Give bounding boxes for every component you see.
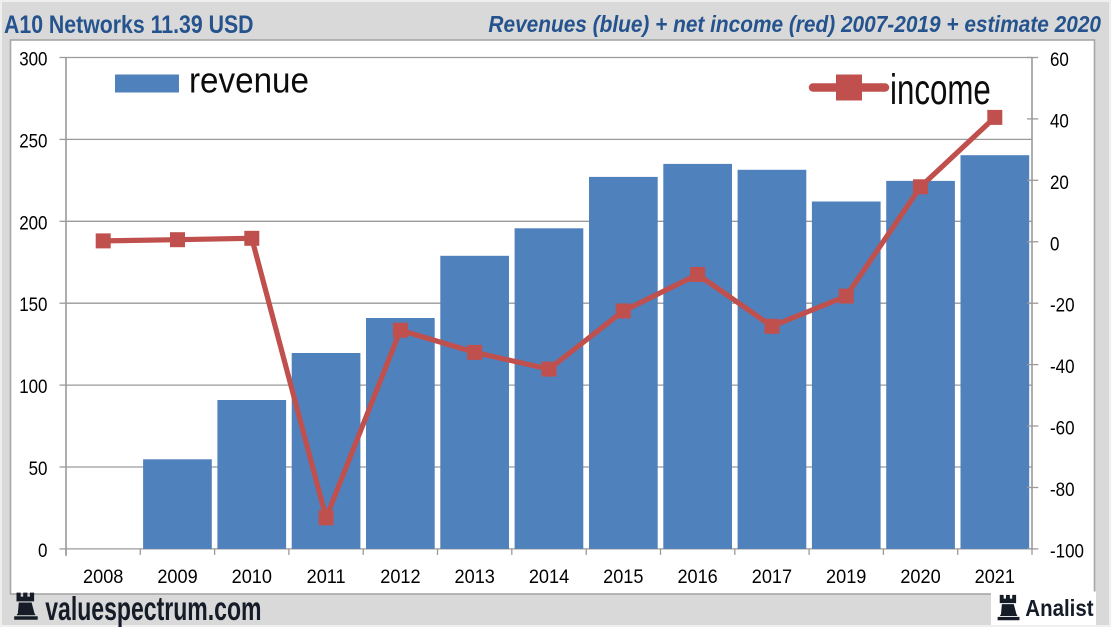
svg-text:40: 40 bbox=[1050, 109, 1069, 131]
svg-text:60: 60 bbox=[1050, 48, 1069, 70]
svg-text:2021: 2021 bbox=[975, 565, 1015, 587]
svg-text:2012: 2012 bbox=[380, 565, 420, 587]
svg-text:50: 50 bbox=[29, 457, 48, 479]
svg-text:-20: -20 bbox=[1050, 294, 1075, 316]
svg-text:Analist: Analist bbox=[1025, 595, 1093, 621]
svg-text:200: 200 bbox=[19, 211, 47, 233]
svg-text:2009: 2009 bbox=[157, 565, 197, 587]
svg-text:A10 Networks 11.39 USD: A10 Networks 11.39 USD bbox=[4, 11, 253, 39]
svg-text:-40: -40 bbox=[1050, 355, 1075, 377]
svg-text:Revenues (blue) + net income (: Revenues (blue) + net income (red) 2007-… bbox=[488, 11, 1101, 37]
svg-text:income: income bbox=[890, 65, 991, 113]
svg-text:300: 300 bbox=[19, 47, 47, 69]
svg-text:20: 20 bbox=[1050, 171, 1069, 193]
svg-text:-60: -60 bbox=[1050, 416, 1075, 438]
svg-text:2016: 2016 bbox=[677, 565, 717, 587]
svg-text:-100: -100 bbox=[1050, 539, 1084, 561]
svg-text:2011: 2011 bbox=[307, 565, 346, 587]
svg-text:2008: 2008 bbox=[83, 565, 123, 587]
svg-text:2015: 2015 bbox=[603, 565, 643, 587]
svg-text:2010: 2010 bbox=[232, 565, 272, 587]
svg-text:0: 0 bbox=[38, 539, 47, 561]
svg-text:2014: 2014 bbox=[529, 565, 569, 587]
svg-text:2019: 2019 bbox=[826, 565, 866, 587]
svg-text:250: 250 bbox=[19, 129, 47, 151]
svg-text:valuespectrum.com: valuespectrum.com bbox=[45, 591, 261, 627]
svg-text:2020: 2020 bbox=[900, 565, 940, 587]
svg-text:100: 100 bbox=[19, 375, 47, 397]
svg-text:revenue: revenue bbox=[189, 60, 309, 101]
svg-text:150: 150 bbox=[19, 293, 47, 315]
svg-text:-80: -80 bbox=[1050, 478, 1075, 500]
svg-text:0: 0 bbox=[1050, 232, 1059, 254]
svg-text:2017: 2017 bbox=[752, 565, 792, 587]
svg-text:2013: 2013 bbox=[455, 565, 495, 587]
